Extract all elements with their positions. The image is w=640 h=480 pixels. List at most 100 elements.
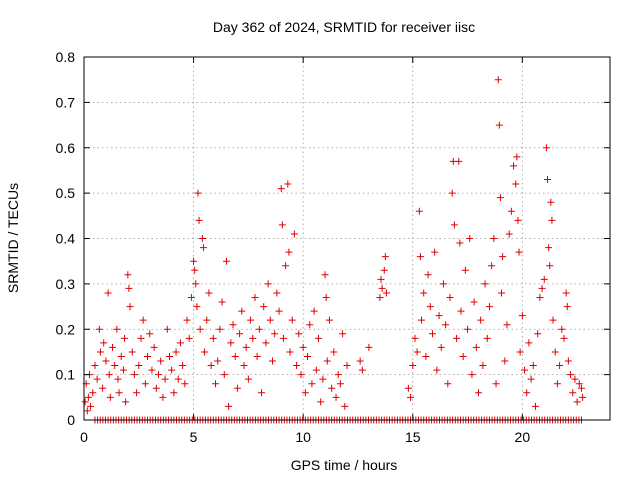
data-point [199,244,207,252]
data-point [159,393,167,401]
data-point [418,316,426,324]
data-point [271,330,279,338]
data-point [548,216,556,224]
data-point [433,366,441,374]
data-point [459,352,467,360]
x-tick-label: 5 [190,429,198,445]
data-point [179,362,187,370]
data-point [479,362,487,370]
data-point [172,348,180,356]
data-point [323,357,331,365]
data-point [183,316,191,324]
data-point [96,348,104,356]
data-point [448,189,456,197]
data-point [163,325,171,333]
data-point [308,380,316,388]
data-point [95,325,103,333]
data-point [146,330,154,338]
data-point [229,321,237,329]
data-point [299,343,307,351]
data-point [258,389,266,397]
data-point [141,380,149,388]
data-point [194,189,202,197]
data-point [542,144,550,152]
data-point [330,348,338,356]
data-point [139,316,147,324]
data-point [122,398,130,406]
data-point [295,330,303,338]
y-tick-label: 0.2 [56,321,76,337]
data-point [161,375,169,383]
data-point [437,343,445,351]
data-point [514,216,522,224]
data-point [304,352,312,360]
data-point [579,393,587,401]
data-point [89,389,97,397]
data-point [332,393,340,401]
data-point [310,307,318,315]
data-point [121,334,129,342]
data-point [457,307,465,315]
data-point [531,402,539,410]
data-point [569,389,577,397]
data-point [422,352,430,360]
data-point [225,402,233,410]
data-point [284,180,292,188]
data-point [251,293,259,301]
data-point [505,230,513,238]
data-point [365,343,373,351]
data-point [297,371,305,379]
data-point [444,380,452,388]
data-point [218,298,226,306]
data-point [81,398,89,406]
x-tick-label: 10 [295,429,311,445]
data-point [498,289,506,297]
data-point [273,289,281,297]
data-point [472,343,480,351]
data-point [560,334,568,342]
data-point [176,339,184,347]
axis-ticks: 0 0.1 0.2 0.3 0.4 0.5 0.6 0.7 0.8 0 5 10 15 20 [56,49,610,445]
data-point [124,271,132,279]
data-point [238,307,246,315]
data-point [100,339,108,347]
data-point [477,316,485,324]
data-point [212,380,219,388]
data-point [573,398,581,406]
data-point [510,162,518,170]
data-point [222,257,230,265]
data-point [499,253,507,261]
data-point [102,357,110,365]
data-point [515,248,523,256]
data-point [205,289,213,297]
data-point [128,348,136,356]
y-tick-label: 0.8 [56,49,76,65]
data-point [450,221,458,229]
data-point [356,357,364,365]
data-point [553,380,561,388]
data-point [494,76,502,84]
data-point [135,362,143,370]
data-point [544,176,552,184]
data-point [428,330,436,338]
data-point [507,207,515,215]
data-point [411,334,419,342]
data-point [575,380,583,388]
data-point [115,389,123,397]
data-point [207,362,215,370]
data-point [119,366,127,374]
data-point [503,321,511,329]
data-point [286,348,294,356]
data-point [220,371,228,379]
data-point [468,371,476,379]
data-point [262,339,270,347]
data-point [358,366,366,374]
data-point [93,375,101,383]
data-point [562,289,570,297]
data-point [231,352,239,360]
data-point [516,348,524,356]
data-point [339,330,347,338]
data-point [488,262,496,270]
data-point [196,325,204,333]
